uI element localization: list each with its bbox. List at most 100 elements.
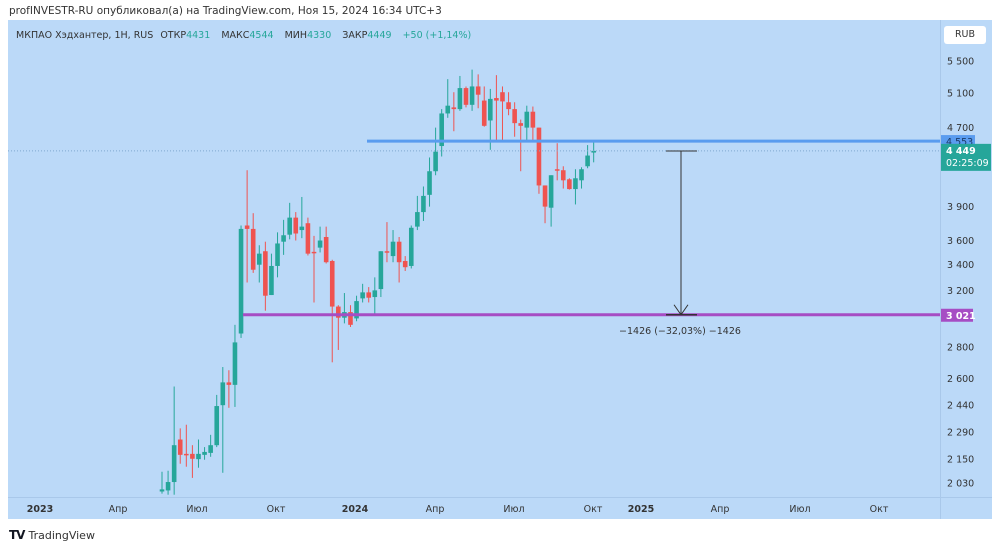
- candle-body: [336, 306, 341, 318]
- candle-body: [384, 251, 390, 253]
- candle-body: [165, 482, 171, 491]
- price-tick-label: 3 900: [947, 202, 974, 213]
- candle: [445, 79, 451, 118]
- candle-body: [244, 225, 250, 229]
- candle-body: [232, 342, 238, 385]
- candle: [293, 212, 299, 241]
- candle-body: [256, 253, 262, 265]
- candle: [463, 86, 469, 108]
- change-value: +50 (+1,14%): [402, 30, 472, 41]
- candle-body: [567, 179, 572, 190]
- candle: [171, 386, 177, 495]
- tradingview-logo-icon: TV: [9, 528, 26, 542]
- candle-body: [408, 227, 414, 266]
- candle: [524, 105, 530, 141]
- open-value: 4431: [186, 30, 211, 41]
- candle-body: [263, 251, 268, 296]
- last-price-label: 4 449: [946, 146, 976, 157]
- candle-body: [281, 235, 286, 242]
- support-price-tag: [941, 308, 973, 322]
- candle: [372, 277, 378, 316]
- support-price-label: 3 021: [946, 311, 976, 322]
- candle-body: [250, 228, 256, 270]
- candle-body: [579, 169, 584, 181]
- time-tick-label: Июл: [503, 504, 524, 515]
- price-tick-label: 5 500: [947, 57, 974, 68]
- candle-body: [402, 260, 408, 268]
- candle: [360, 283, 365, 303]
- time-tick-label: Июл: [186, 504, 207, 515]
- candle-body: [226, 382, 232, 385]
- candle: [530, 106, 536, 141]
- arrow-down-icon: [673, 304, 689, 316]
- candle-body: [202, 451, 207, 455]
- candle: [342, 293, 347, 324]
- drawings-group: −1426 (−32,03%) −1426: [8, 139, 940, 337]
- bar-countdown-label: 02:25:09: [946, 158, 989, 169]
- candle-body: [177, 439, 183, 455]
- candle: [244, 170, 250, 283]
- brand-name: TradingView: [28, 528, 95, 542]
- time-tick-label: Окт: [584, 504, 603, 515]
- candle-body: [536, 127, 542, 186]
- candle-body: [360, 292, 365, 299]
- candle: [317, 226, 323, 253]
- candle-body: [159, 489, 165, 492]
- low-label: МИН: [284, 30, 308, 41]
- candle-body: [293, 217, 299, 234]
- candle-body: [560, 170, 566, 181]
- candle-body: [396, 241, 402, 263]
- candle-body: [323, 236, 329, 263]
- candle-body: [457, 88, 463, 110]
- candle: [591, 141, 596, 163]
- price-tick-label: 2 800: [947, 342, 974, 353]
- candle: [573, 169, 578, 205]
- high-value: 4544: [249, 30, 274, 41]
- candle-body: [475, 86, 481, 95]
- currency-button[interactable]: RUB: [944, 26, 986, 44]
- candle-body: [196, 453, 201, 460]
- candle: [554, 143, 560, 181]
- publish-attribution: profINVESTR-RU опубликовал(а) на Trading…: [9, 5, 442, 17]
- candle: [299, 196, 305, 239]
- candle-body: [238, 228, 244, 334]
- candle-body: [500, 92, 505, 102]
- time-axis[interactable]: 2023 Апр Июл Окт 2024 Апр Июл Окт 2025 Апр Июл Окт: [27, 504, 889, 515]
- candle-body: [591, 150, 596, 153]
- candles-group: [159, 69, 596, 495]
- candle: [384, 222, 390, 263]
- close-label: ЗАКР: [342, 30, 368, 41]
- price-axis[interactable]: 5 500 5 100 4 700 3 900 3 600 3 400 3 200 2 800…: [941, 57, 991, 490]
- candle-body: [275, 243, 280, 266]
- price-tick-label: 2 600: [947, 374, 974, 385]
- candle-body: [548, 175, 554, 208]
- candle-body: [390, 241, 396, 257]
- price-tick-label: 3 200: [947, 286, 974, 297]
- time-tick-label: Окт: [870, 504, 889, 515]
- candle: [263, 241, 268, 311]
- candle: [281, 219, 286, 255]
- price-tick-label: 2 440: [947, 401, 974, 412]
- candle: [329, 259, 335, 363]
- candle: [481, 86, 487, 127]
- candle: [190, 445, 195, 478]
- resistance-price-label: 4 553: [946, 137, 973, 148]
- candle-body: [439, 113, 444, 147]
- candle: [323, 226, 329, 264]
- candle: [269, 253, 274, 296]
- candle-body: [427, 171, 432, 195]
- time-tick-label: 2025: [628, 504, 654, 515]
- candle: [159, 471, 165, 494]
- candle: [500, 86, 505, 141]
- candle-body: [287, 217, 292, 235]
- candle: [177, 428, 183, 464]
- candle-body: [329, 260, 335, 307]
- candle: [366, 287, 372, 303]
- chart-panel[interactable]: [8, 20, 992, 519]
- candle-body: [311, 251, 317, 254]
- candle-body: [494, 98, 499, 101]
- candle: [184, 424, 189, 467]
- candle-body: [421, 195, 426, 213]
- candle: [378, 251, 384, 298]
